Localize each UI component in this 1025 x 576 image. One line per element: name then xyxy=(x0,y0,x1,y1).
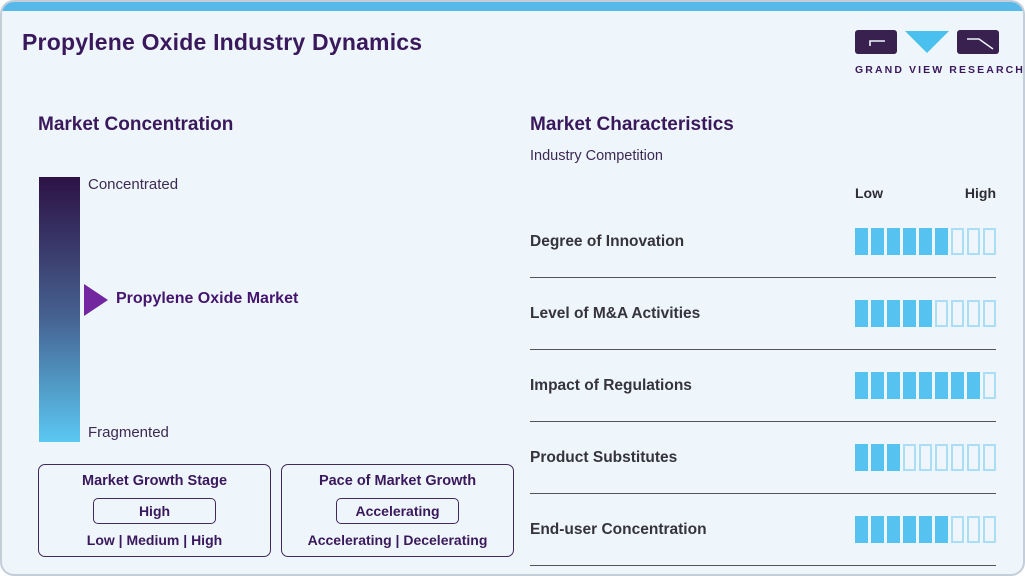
page-title: Propylene Oxide Industry Dynamics xyxy=(22,29,423,55)
rating-segment-empty xyxy=(967,444,980,471)
rating-segment-empty xyxy=(983,372,996,399)
rating-segment-filled xyxy=(903,228,916,255)
growth-pace-value: Accelerating xyxy=(336,497,459,524)
rating-bar xyxy=(855,372,996,399)
rating-segment-filled xyxy=(887,372,900,399)
rating-segment-filled xyxy=(887,228,900,255)
rating-segment-empty xyxy=(967,228,980,255)
scale-low-label: Low xyxy=(855,185,883,201)
rating-segment-filled xyxy=(919,228,932,255)
row-label: Level of M&A Activities xyxy=(530,304,701,322)
characteristic-row: Impact of Regulations xyxy=(530,350,996,422)
rating-segment-filled xyxy=(855,228,868,255)
rating-segment-filled xyxy=(855,444,868,471)
market-characteristics-heading: Market Characteristics xyxy=(530,114,734,135)
rating-segment-empty xyxy=(951,516,964,543)
concentrated-label: Concentrated xyxy=(88,176,179,193)
rating-segment-filled xyxy=(967,372,980,399)
gvr-logo-icon xyxy=(855,30,999,54)
rating-segment-filled xyxy=(871,372,884,399)
rating-segment-empty xyxy=(983,516,996,543)
market-position-label: Propylene Oxide Market xyxy=(116,290,299,307)
row-label: End-user Concentration xyxy=(530,520,707,538)
characteristic-row: Level of M&A Activities xyxy=(530,278,996,350)
concentration-gradient-bar xyxy=(39,177,80,442)
row-label: Impact of Regulations xyxy=(530,376,692,394)
industry-competition-subheading: Industry Competition xyxy=(530,148,663,164)
rating-segment-empty xyxy=(983,444,996,471)
rating-segment-empty xyxy=(951,300,964,327)
rating-segment-filled xyxy=(871,516,884,543)
market-position-arrow-icon xyxy=(84,284,108,316)
rating-segment-filled xyxy=(919,516,932,543)
brand-name: GRAND VIEW RESEARCH xyxy=(855,64,1025,76)
rating-segment-filled xyxy=(935,516,948,543)
rating-segment-empty xyxy=(919,444,932,471)
rating-bar xyxy=(855,300,996,327)
fragmented-label: Fragmented xyxy=(88,424,169,441)
row-label: Degree of Innovation xyxy=(530,232,685,250)
rating-segment-filled xyxy=(951,372,964,399)
rating-segment-filled xyxy=(887,516,900,543)
rating-bar xyxy=(855,516,996,543)
growth-pace-options: Accelerating | Decelerating xyxy=(307,532,488,548)
market-characteristics-section: Market Characteristics Industry Competit… xyxy=(530,114,996,566)
rating-segment-empty xyxy=(935,444,948,471)
characteristic-row: Product Substitutes xyxy=(530,422,996,494)
rating-segment-filled xyxy=(903,516,916,543)
characteristic-row: End-user Concentration xyxy=(530,494,996,566)
rating-segment-filled xyxy=(903,372,916,399)
market-growth-stage-box: Market Growth Stage High Low | Medium | … xyxy=(38,464,271,557)
characteristics-rows: Degree of Innovation Level of M&A Activi… xyxy=(530,206,996,566)
rating-segment-filled xyxy=(855,300,868,327)
growth-stage-options: Low | Medium | High xyxy=(86,532,223,548)
rating-segment-filled xyxy=(919,300,932,327)
growth-pace-title: Pace of Market Growth xyxy=(318,473,477,489)
rating-segment-filled xyxy=(887,444,900,471)
rating-segment-filled xyxy=(855,516,868,543)
market-concentration-heading: Market Concentration xyxy=(38,114,234,135)
rating-bar xyxy=(855,444,996,471)
rating-segment-filled xyxy=(871,444,884,471)
rating-segment-empty xyxy=(903,444,916,471)
row-label: Product Substitutes xyxy=(530,448,678,466)
rating-segment-empty xyxy=(967,516,980,543)
rating-segment-empty xyxy=(967,300,980,327)
rating-segment-empty xyxy=(951,228,964,255)
rating-scale-labels: Low High xyxy=(855,185,996,201)
rating-segment-filled xyxy=(903,300,916,327)
scale-high-label: High xyxy=(964,185,996,201)
growth-stage-title: Market Growth Stage xyxy=(81,473,228,489)
rating-segment-filled xyxy=(919,372,932,399)
top-accent-bar xyxy=(2,2,1023,11)
rating-segment-empty xyxy=(951,444,964,471)
characteristic-row: Degree of Innovation xyxy=(530,206,996,278)
growth-stage-value: High xyxy=(93,497,216,524)
rating-segment-filled xyxy=(855,372,868,399)
rating-segment-empty xyxy=(983,228,996,255)
rating-segment-filled xyxy=(871,300,884,327)
rating-segment-filled xyxy=(935,228,948,255)
growth-boxes: Market Growth Stage High Low | Medium | … xyxy=(38,464,514,557)
rating-segment-empty xyxy=(935,300,948,327)
pace-of-growth-box: Pace of Market Growth Accelerating Accel… xyxy=(281,464,514,557)
rating-segment-empty xyxy=(983,300,996,327)
rating-segment-filled xyxy=(935,372,948,399)
rating-segment-filled xyxy=(887,300,900,327)
rating-segment-filled xyxy=(871,228,884,255)
brand-logo: GRAND VIEW RESEARCH xyxy=(855,30,1025,76)
rating-bar xyxy=(855,228,996,255)
